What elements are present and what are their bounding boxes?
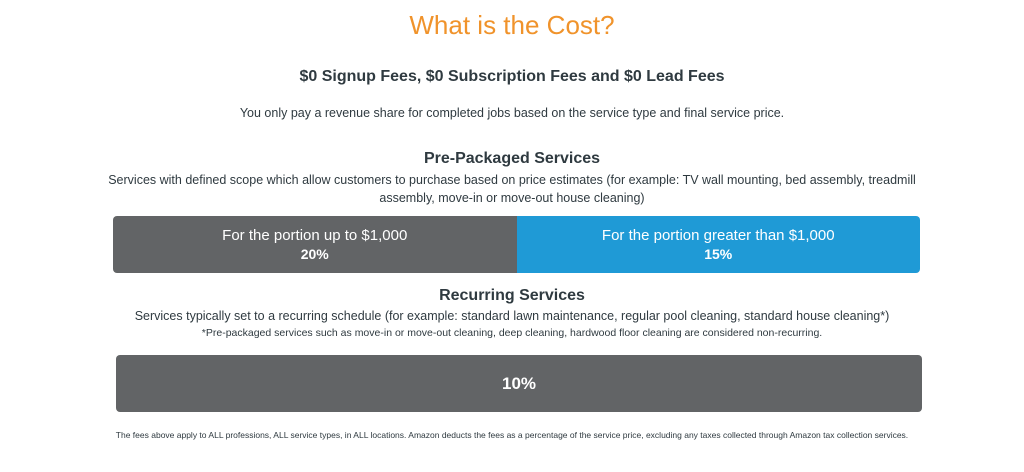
recurring-note: *Pre-packaged services such as move-in o… <box>201 327 823 339</box>
tier-label: For the portion up to $1,000 <box>222 227 408 244</box>
page-title: What is the Cost? <box>409 10 615 40</box>
recurring-heading: Recurring Services <box>439 287 585 304</box>
fees-subtitle: $0 Signup Fees, $0 Subscription Fees and… <box>299 68 725 85</box>
pre-packaged-heading: Pre-Packaged Services <box>423 150 601 167</box>
tier-up-to-1000: For the portion up to $1,000 20% <box>113 216 517 273</box>
intro-text: You only pay a revenue share for complet… <box>239 106 785 120</box>
pre-packaged-description: Services with defined scope which allow … <box>108 173 916 205</box>
pre-packaged-rate-bar: For the portion up to $1,000 20% For the… <box>113 216 920 273</box>
fees-footnote: The fees above apply to ALL professions,… <box>115 430 909 440</box>
recurring-rate-bar: 10% <box>116 355 922 412</box>
recurring-description: Services typically set to a recurring sc… <box>134 309 890 323</box>
tier-rate: 15% <box>704 246 733 262</box>
tier-label: For the portion greater than $1,000 <box>601 227 835 244</box>
tier-over-1000: For the portion greater than $1,000 15% <box>516 216 920 273</box>
tier-rate: 20% <box>300 246 329 262</box>
recurring-rate: 10% <box>501 373 537 393</box>
